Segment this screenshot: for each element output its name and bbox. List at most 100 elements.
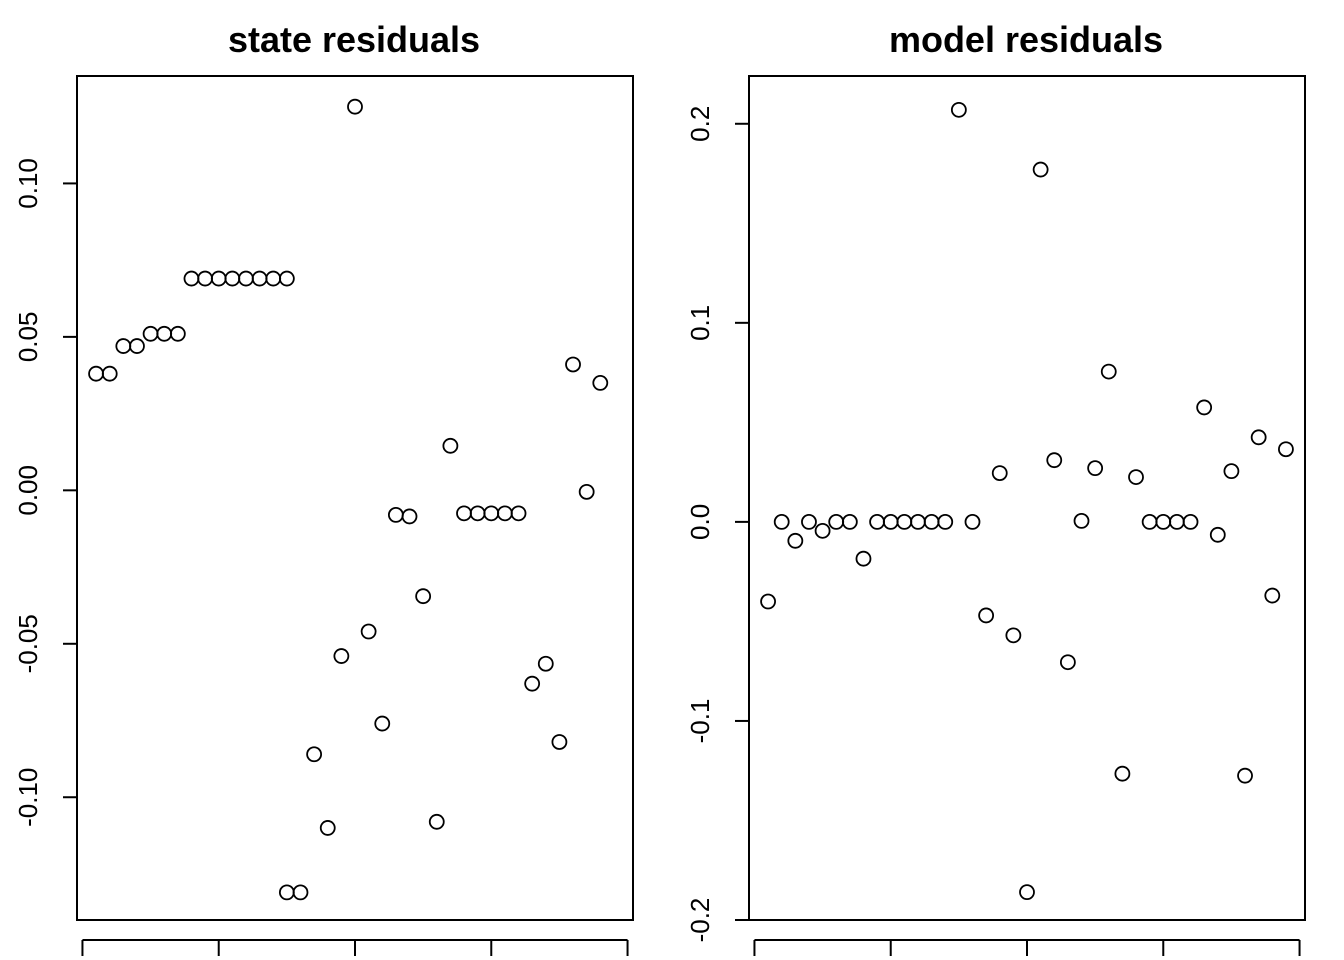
data-point — [265, 270, 282, 287]
data-point — [306, 746, 323, 763]
data-point — [497, 505, 513, 522]
data-point — [964, 513, 981, 530]
data-point — [801, 513, 817, 530]
data-point — [1250, 429, 1267, 446]
data-point — [524, 675, 541, 692]
data-point — [333, 648, 350, 664]
y-tick-label: -0.10 — [13, 768, 43, 827]
data-point — [1032, 161, 1049, 178]
data-point — [869, 513, 885, 530]
y-tick-label: 0.00 — [13, 465, 43, 516]
y-tick-label: 0.1 — [685, 305, 715, 341]
data-point — [387, 506, 404, 523]
y-tick-label: -0.05 — [13, 614, 43, 673]
data-point — [978, 607, 995, 624]
y-tick-label: 0.2 — [685, 106, 715, 142]
chart-title: state residuals — [228, 19, 480, 60]
data-point — [415, 588, 432, 605]
data-point — [238, 270, 254, 287]
data-point — [278, 884, 295, 901]
data-point — [483, 505, 500, 522]
data-point — [1196, 399, 1213, 416]
data-point — [101, 365, 118, 382]
data-point — [319, 820, 336, 836]
data-point — [1114, 765, 1131, 782]
plot-frame — [748, 75, 1306, 921]
data-point — [950, 101, 967, 118]
data-point — [855, 550, 872, 567]
data-point — [88, 365, 104, 382]
data-point — [1278, 441, 1294, 458]
data-point — [537, 655, 554, 672]
plot-frame — [76, 75, 634, 921]
data-point — [210, 270, 227, 287]
data-point — [551, 734, 568, 750]
data-point — [1209, 526, 1226, 543]
data-point — [1059, 654, 1076, 671]
data-points — [88, 98, 609, 901]
data-point — [456, 505, 472, 522]
data-point — [428, 813, 445, 830]
data-point — [142, 325, 159, 342]
data-point — [374, 715, 391, 732]
data-point — [1264, 587, 1281, 604]
data-point — [1019, 884, 1035, 901]
data-point — [1046, 452, 1063, 469]
data-point — [1155, 513, 1172, 530]
data-point — [991, 465, 1008, 482]
data-point — [1182, 513, 1199, 530]
y-tick-label: -0.2 — [685, 898, 715, 943]
data-point — [1087, 460, 1104, 477]
y-axis: -0.10 -0.05 0.00 0.05 0.10 — [13, 158, 78, 827]
data-point — [129, 338, 145, 354]
data-point — [937, 513, 954, 530]
data-point — [1169, 513, 1185, 530]
x-axis — [81, 939, 629, 956]
chart-title: model residuals — [889, 19, 1163, 60]
data-point — [278, 270, 295, 287]
y-tick-label: 0.05 — [13, 312, 43, 363]
data-point — [910, 513, 926, 530]
data-point — [841, 513, 858, 530]
data-point — [787, 532, 804, 549]
data-point — [1073, 512, 1090, 529]
data-point — [442, 437, 459, 454]
data-point — [565, 356, 581, 373]
y-tick-label: 0.0 — [685, 504, 715, 540]
data-point — [224, 270, 241, 287]
data-point — [510, 505, 527, 522]
data-point — [1237, 767, 1253, 784]
data-point — [292, 884, 309, 901]
state-residuals-panel: state residuals -0.10 -0.05 0.00 0.05 0.10 — [13, 19, 634, 956]
data-point — [1128, 469, 1144, 485]
data-point — [347, 98, 363, 115]
data-point — [828, 513, 845, 530]
data-point — [183, 270, 200, 287]
y-tick-label: -0.1 — [685, 699, 715, 744]
data-point — [1141, 513, 1158, 530]
data-point — [115, 338, 132, 354]
data-point — [360, 623, 377, 640]
x-axis — [753, 939, 1301, 956]
model-residuals-panel: model residuals -0.2 -0.1 0.0 0.1 0.2 — [685, 19, 1306, 956]
data-point — [592, 375, 609, 391]
data-point — [469, 505, 486, 522]
data-point — [156, 325, 173, 342]
data-point — [882, 513, 899, 530]
data-point — [251, 270, 268, 287]
y-axis: -0.2 -0.1 0.0 0.1 0.2 — [685, 106, 750, 943]
data-point — [760, 593, 776, 610]
y-tick-label: 0.10 — [13, 158, 43, 209]
data-point — [169, 325, 186, 342]
data-point — [1100, 363, 1117, 380]
data-point — [1223, 463, 1240, 480]
data-point — [578, 483, 595, 500]
data-point — [896, 513, 913, 530]
data-point — [1005, 627, 1022, 644]
data-point — [923, 513, 940, 530]
data-points — [760, 101, 1294, 901]
data-point — [197, 270, 213, 287]
data-point — [401, 508, 418, 525]
data-point — [773, 513, 790, 530]
